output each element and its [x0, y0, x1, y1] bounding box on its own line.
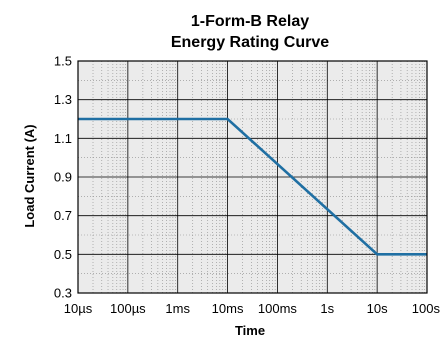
x-tick-label: 100ms	[258, 301, 298, 316]
x-tick-label: 1ms	[165, 301, 190, 316]
y-axis-label: Load Current (A)	[22, 124, 37, 227]
y-tick-label: 0.7	[54, 208, 72, 223]
x-tick-label: 1s	[320, 301, 334, 316]
plot-area	[77, 60, 428, 294]
y-tick-label: 1.3	[54, 92, 72, 107]
series-line-0	[78, 117, 427, 256]
x-axis-ticks: 10µs 100µs 1ms 10ms 100ms 1s 10s 100s	[64, 301, 441, 316]
y-tick-label: 0.3	[54, 286, 72, 301]
chart-title-line-2: Energy Rating Curve	[171, 34, 329, 51]
x-axis-label: Time	[235, 323, 265, 338]
y-tick-label: 0.9	[54, 170, 72, 185]
x-tick-label: 100µs	[110, 301, 146, 316]
y-tick-label: 1.5	[54, 54, 72, 69]
x-tick-label: 10µs	[64, 301, 93, 316]
series-layer	[78, 117, 427, 256]
x-tick-label: 100s	[412, 301, 441, 316]
y-tick-label: 0.5	[54, 247, 72, 262]
y-tick-label: 1.1	[54, 131, 72, 146]
x-tick-label: 10s	[367, 301, 388, 316]
y-axis-ticks: 0.3 0.5 0.7 0.9 1.1 1.3 1.5	[54, 54, 72, 301]
minor-gridlines	[78, 61, 427, 293]
plot-frame	[77, 60, 428, 294]
x-tick-label: 10ms	[212, 301, 244, 316]
chart-title-line-1: 1-Form-B Relay	[191, 13, 309, 30]
